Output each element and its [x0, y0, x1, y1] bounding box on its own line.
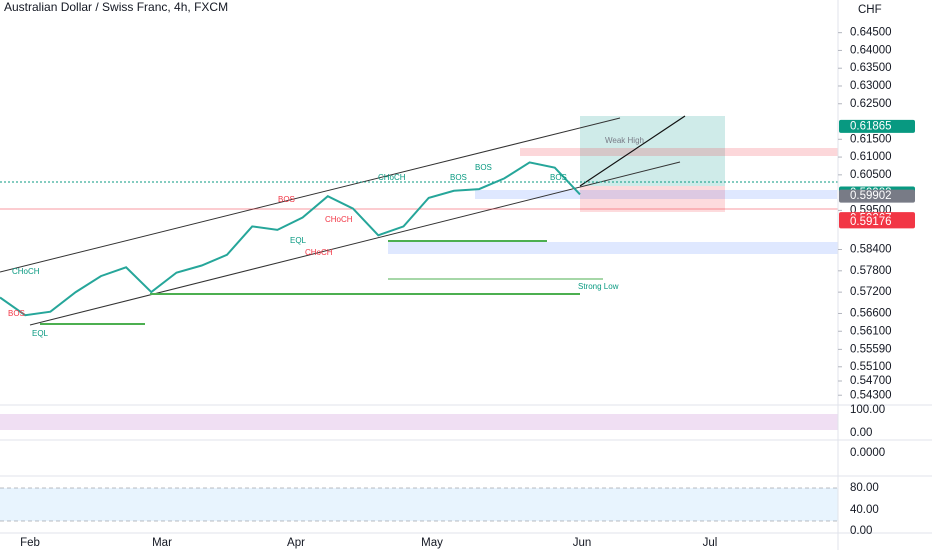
y-tick-label: 0.61000	[850, 151, 892, 163]
y-tick-label: 0.64000	[850, 44, 892, 56]
y-tick-label: 0.54700	[850, 375, 892, 387]
pane-label: 0.00	[850, 525, 872, 537]
y-tick-label: 0.63000	[850, 80, 892, 92]
y-tick-label: 0.56600	[850, 308, 892, 320]
pane-label: 0.0000	[850, 447, 885, 459]
y-tick-label: 0.57200	[850, 286, 892, 298]
annotation: Strong Low	[578, 282, 619, 291]
plot-bg	[0, 0, 838, 550]
pane-label: 40.00	[850, 504, 879, 516]
y-tick-label: 0.54300	[850, 389, 892, 401]
y-tick-label: 0.60500	[850, 169, 892, 181]
y-tick-label: 0.62500	[850, 98, 892, 110]
demand-zone	[475, 190, 837, 199]
y-tick-label: 0.58400	[850, 244, 892, 256]
y-tick-label: 0.63500	[850, 62, 892, 74]
y-tick-label: 0.64500	[850, 27, 892, 39]
x-tick-label: Jun	[573, 537, 592, 549]
x-tick-label: Feb	[20, 537, 40, 549]
pane-label: 0.00	[850, 427, 872, 439]
channel-line	[29, 161, 681, 326]
annotation: CHoCH	[12, 267, 40, 276]
y-tick-label: 0.55590	[850, 343, 892, 355]
annotation: EQL	[290, 236, 307, 245]
stoch-band	[0, 488, 838, 521]
x-tick-label: Mar	[152, 537, 172, 549]
price-badge	[839, 215, 915, 229]
annotation: BOS	[450, 173, 467, 182]
price-badge-label: 0.61865	[850, 120, 892, 132]
price-line	[0, 161, 581, 317]
annotation: Weak High	[605, 136, 644, 145]
price-badge-label: 0.59902	[850, 190, 892, 202]
annotation: BOS	[8, 309, 25, 318]
annotation: BOS	[475, 163, 492, 172]
annotation: CHoCH	[325, 215, 353, 224]
target-zone	[580, 116, 725, 186]
y-tick-label: 0.56100	[850, 325, 892, 337]
demand-zone	[388, 242, 838, 254]
supply-zone	[520, 148, 838, 156]
rsi-band	[0, 414, 838, 430]
annotation: BOS	[550, 173, 567, 182]
y-tick-label: 0.55100	[850, 361, 892, 373]
pane-label: 100.00	[850, 404, 885, 416]
price-badge	[839, 189, 915, 203]
chart-title: Australian Dollar / Swiss Franc, 4h, FXC…	[4, 0, 228, 14]
trend-line	[579, 115, 686, 187]
annotation: BOS	[278, 195, 295, 204]
y-tick-label: 0.57800	[850, 265, 892, 277]
x-tick-label: Jul	[703, 537, 718, 549]
x-tick-label: Apr	[287, 537, 305, 549]
pane-label: 80.00	[850, 482, 879, 494]
price-badge	[839, 119, 915, 133]
annotation: EQL	[32, 329, 49, 338]
currency: CHF	[858, 4, 882, 16]
annotation: CHoCH	[378, 173, 406, 182]
channel-line	[0, 117, 621, 273]
price-badge-label: 0.59176	[850, 216, 892, 228]
stop-zone	[580, 186, 725, 212]
y-tick-label: 0.61500	[850, 133, 892, 145]
x-tick-label: May	[421, 537, 443, 549]
annotation: CHoCH	[305, 248, 333, 257]
